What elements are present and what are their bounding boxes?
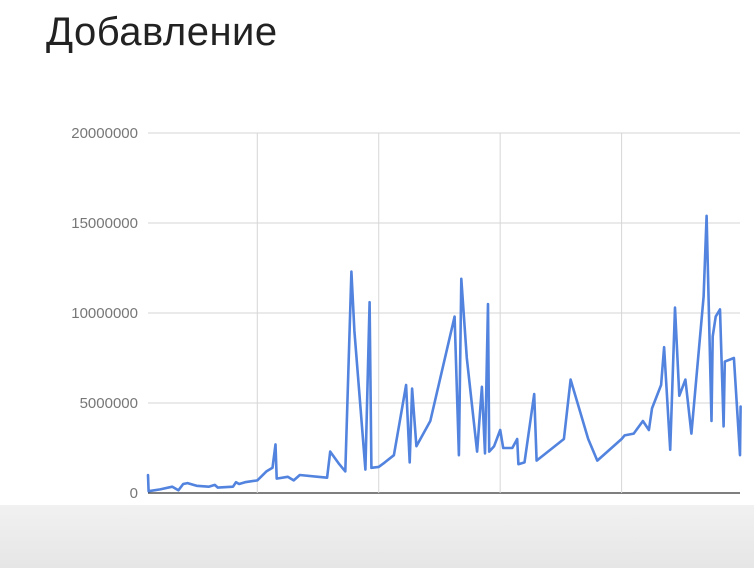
chart-title: Добавление bbox=[46, 10, 278, 54]
y-tick-label: 15000000 bbox=[71, 215, 138, 232]
series-line-0 bbox=[146, 214, 742, 493]
y-tick-label: 5000000 bbox=[80, 395, 138, 412]
series-group bbox=[146, 214, 742, 493]
y-axis-ticks: 0 5000000 10000000 15000000 20000000 bbox=[71, 125, 138, 502]
y-tick-label: 20000000 bbox=[71, 125, 138, 142]
bottom-shadow-band bbox=[0, 505, 754, 568]
y-tick-label: 0 bbox=[130, 485, 138, 502]
y-gridlines bbox=[148, 132, 740, 494]
y-tick-label: 10000000 bbox=[71, 305, 138, 322]
